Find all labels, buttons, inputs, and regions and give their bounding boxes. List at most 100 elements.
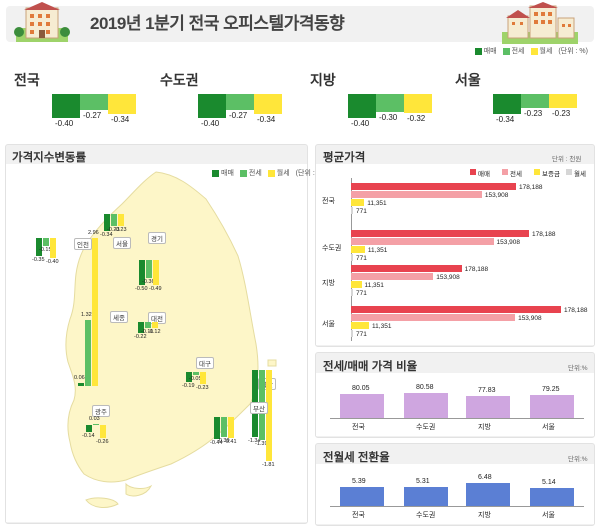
map-value: 1.32 — [81, 312, 92, 318]
map-value: -1.81 — [262, 461, 275, 468]
unit-label: 단위:% — [568, 365, 588, 372]
legend-item: 전세 — [239, 168, 262, 178]
map-bar — [152, 322, 158, 328]
col-value: 5.31 — [416, 478, 430, 486]
avg-bar — [351, 314, 516, 321]
avg-value: 153,908 — [484, 192, 509, 199]
map-bar — [214, 417, 220, 439]
avg-bar — [351, 191, 482, 198]
map-value: -0.23 — [196, 384, 209, 391]
summary-bar — [254, 94, 282, 115]
map-bar — [221, 417, 227, 437]
summary-value: -0.27 — [83, 111, 102, 121]
col-value: 79.25 — [542, 385, 560, 393]
summary-bar — [549, 94, 577, 108]
summary-bar — [108, 94, 136, 115]
map-bar — [118, 214, 124, 226]
map-bar — [139, 260, 145, 285]
col-bar — [404, 393, 448, 418]
summary-bar — [348, 94, 376, 118]
map-bar — [78, 383, 84, 386]
panel-title: 가격지수변동률 — [12, 152, 87, 164]
map-value: -0.15 — [39, 246, 52, 253]
col-bar — [530, 394, 574, 418]
col-value: 5.14 — [542, 478, 556, 486]
region-name: 수도권 — [160, 72, 199, 88]
legend-label: 월세 — [276, 170, 290, 177]
col-value: 80.58 — [416, 384, 434, 391]
avg-bar — [351, 238, 494, 245]
map-value: -0.26 — [96, 439, 109, 445]
category-label: 전국 — [352, 424, 365, 431]
avg-value: 178,188 — [519, 184, 543, 191]
col-value: 5.39 — [352, 477, 366, 485]
legend-label: 보증금 — [542, 171, 560, 178]
map-bar — [153, 260, 159, 285]
summary-value: -0.34 — [111, 115, 130, 125]
summary-bar — [521, 94, 549, 108]
category-label: 수도권 — [322, 245, 342, 252]
map-value: -1.39 — [255, 440, 268, 447]
region-tag: 경기 — [148, 232, 166, 244]
map-bar — [111, 214, 117, 226]
avg-bar — [351, 207, 353, 214]
category-label: 서울 — [542, 512, 555, 519]
summary-bar — [226, 94, 254, 111]
map-value: -0.22 — [134, 334, 147, 340]
summary-bar — [376, 94, 404, 112]
avg-bar — [351, 199, 365, 206]
map-value: -0.35 — [32, 256, 45, 263]
map-value: -0.44 — [210, 440, 223, 446]
col-bar — [340, 393, 384, 418]
legend-label: 전세 — [511, 48, 525, 55]
building-icon — [14, 2, 70, 42]
category-label: 서울 — [542, 424, 555, 431]
summary-value: -0.30 — [379, 113, 398, 122]
avg-value: 178,188 — [532, 231, 556, 238]
avg-value: 771 — [356, 208, 367, 215]
legend-label: 월세 — [574, 171, 586, 178]
avg-bar — [351, 306, 561, 313]
region-name: 지방 — [310, 72, 336, 88]
legend-swatch — [534, 169, 540, 175]
legend-swatch — [566, 169, 572, 175]
avg-bar — [351, 330, 353, 337]
map-value: -0.39 — [217, 437, 230, 444]
category-label: 전국 — [352, 512, 365, 519]
map-value: 2.96 — [88, 230, 99, 236]
summary-bar — [80, 94, 108, 111]
avg-bar — [351, 246, 365, 253]
map-value: -0.49 — [149, 285, 162, 292]
map-bar — [36, 238, 42, 256]
legend-swatch — [502, 169, 508, 175]
map-bar — [85, 320, 91, 386]
unit-label: 단위:% — [568, 456, 588, 463]
category-label: 수도권 — [416, 512, 436, 519]
map-value: -0.23 — [114, 226, 127, 233]
legend-item: 전세 — [502, 46, 525, 56]
legend-item: 매매 — [212, 168, 234, 178]
summary-bar — [404, 94, 432, 114]
summary-bar — [52, 94, 80, 118]
panel-title: 전월세 전환율 — [323, 452, 390, 464]
summary-value: -0.34 — [496, 115, 515, 125]
summary-bar — [198, 94, 226, 118]
col-value: 6.48 — [478, 474, 492, 481]
avg-value: 178,188 — [564, 307, 588, 314]
legend-label: 매매 — [483, 48, 497, 55]
legend-label: 전세 — [248, 170, 262, 177]
avg-value: 11,351 — [367, 200, 387, 207]
map-value: -0.11 — [141, 328, 154, 335]
avg-value: 771 — [356, 290, 367, 297]
map-bar — [50, 238, 56, 258]
avg-value: 771 — [356, 331, 367, 338]
map-legend: 매매 전세 월세 (단위 : %) — [212, 168, 325, 178]
legend-label: 매매 — [221, 170, 234, 177]
category-label: 수도권 — [416, 424, 436, 431]
col-bar — [340, 486, 384, 506]
col-bar — [466, 396, 510, 418]
region-name: 전국 — [14, 72, 40, 88]
summary-value: -0.40 — [55, 119, 74, 128]
category-label: 서울 — [322, 321, 335, 328]
legend-item: 매매 — [474, 46, 497, 56]
